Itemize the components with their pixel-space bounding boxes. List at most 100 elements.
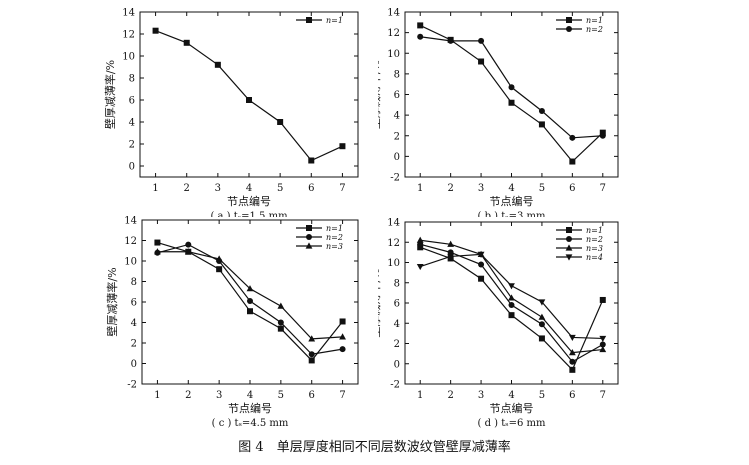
- data-point: [184, 248, 192, 255]
- y-tick-label: 4: [394, 111, 400, 122]
- data-point: [339, 333, 346, 340]
- series-group: [416, 251, 607, 343]
- y-tick-label: 10: [124, 257, 137, 268]
- data-point: [508, 294, 515, 301]
- x-tick-label: 7: [339, 390, 345, 401]
- y-tick-label: 6: [394, 299, 400, 310]
- data-point: [154, 248, 161, 255]
- x-tick-label: 4: [508, 390, 514, 401]
- y-tick-label: 8: [394, 69, 400, 80]
- panel-caption: ( a ) tₛ=1.5 mm: [210, 211, 288, 217]
- x-tick-label: 1: [417, 390, 423, 401]
- y-tick-label: 14: [387, 218, 400, 229]
- y-tick-label: 6: [394, 90, 400, 101]
- series-group: [416, 236, 607, 356]
- data-point: [417, 33, 424, 40]
- legend-label: n=2: [326, 233, 343, 242]
- x-tick-label: 5: [278, 390, 284, 401]
- data-point: [447, 253, 455, 261]
- data-point: [447, 240, 455, 247]
- data-point: [568, 334, 576, 342]
- data-point: [538, 321, 545, 328]
- legend-label: n=1: [586, 16, 603, 25]
- y-tick-label: 6: [129, 96, 135, 107]
- x-tick-label: 6: [308, 183, 314, 194]
- data-point: [508, 312, 515, 319]
- y-axis-label: 壁厚减薄率/%: [378, 60, 382, 129]
- figure-caption: 图 4 单层厚度相同不同层数波纹管壁厚减薄率: [238, 440, 511, 455]
- legend-label: n=1: [326, 224, 343, 233]
- x-tick-label: 5: [539, 183, 545, 194]
- x-tick-label: 1: [154, 390, 160, 401]
- x-tick-label: 7: [600, 390, 606, 401]
- series-line: [155, 30, 343, 162]
- y-tick-label: 4: [394, 319, 400, 330]
- data-point: [308, 157, 315, 164]
- x-tick-label: 3: [216, 390, 222, 401]
- data-point: [277, 319, 284, 326]
- x-tick-label: 7: [339, 183, 345, 194]
- series-group: [152, 27, 346, 164]
- y-axis-label: 壁厚减薄率/%: [103, 60, 117, 129]
- legend-label: n=4: [586, 253, 603, 262]
- data-point: [417, 244, 424, 251]
- data-point: [247, 308, 253, 315]
- data-point: [538, 335, 545, 342]
- x-tick-label: 5: [539, 390, 545, 401]
- data-point: [416, 236, 424, 243]
- legend-marker: [306, 234, 312, 240]
- series-line: [420, 246, 604, 371]
- data-point: [339, 346, 346, 353]
- data-point: [599, 132, 606, 139]
- data-point: [216, 266, 223, 273]
- data-point: [154, 239, 161, 246]
- data-point: [246, 97, 252, 103]
- series-group: [417, 33, 606, 141]
- y-tick-label: 8: [394, 278, 400, 289]
- y-tick-label: 2: [394, 131, 400, 142]
- y-tick-label: -2: [390, 173, 400, 184]
- y-tick-label: 0: [394, 152, 400, 163]
- data-point: [538, 313, 546, 320]
- x-tick-label: 5: [277, 183, 283, 194]
- data-point: [478, 58, 485, 65]
- x-tick-label: 6: [309, 390, 315, 401]
- panel-caption: ( d ) tₛ=6 mm: [477, 418, 546, 429]
- series-line: [419, 24, 604, 163]
- data-point: [538, 121, 545, 128]
- legend-marker: [566, 17, 572, 23]
- plot-frame: [404, 11, 619, 178]
- data-point: [569, 358, 576, 365]
- x-tick-label: 4: [247, 390, 253, 401]
- x-tick-label: 2: [184, 183, 190, 194]
- y-tick-label: 14: [122, 8, 135, 19]
- data-point: [508, 84, 515, 91]
- y-tick-label: 2: [394, 339, 400, 350]
- x-tick-label: 6: [569, 183, 575, 194]
- series-line: [157, 251, 343, 340]
- data-point: [308, 351, 315, 358]
- y-tick-label: 2: [129, 140, 135, 151]
- x-tick-label: 4: [508, 183, 514, 194]
- y-tick-label: 2: [131, 339, 137, 350]
- legend-marker: [566, 236, 572, 242]
- y-tick-label: 12: [124, 236, 137, 247]
- legend-label: n=3: [326, 242, 343, 251]
- data-point: [247, 297, 253, 304]
- series-group: [417, 22, 606, 165]
- legend-label: n=1: [326, 16, 343, 25]
- data-point: [339, 143, 346, 150]
- y-tick-label: 4: [131, 318, 137, 329]
- y-tick-label: -2: [390, 380, 400, 391]
- y-tick-label: 10: [387, 49, 400, 60]
- x-axis-label: 节点编号: [490, 401, 534, 415]
- x-axis-label: 节点编号: [227, 194, 271, 208]
- y-tick-label: 0: [394, 359, 400, 370]
- data-point: [568, 349, 576, 356]
- x-tick-label: 1: [417, 183, 423, 194]
- x-tick-label: 2: [447, 390, 453, 401]
- legend-marker: [565, 254, 573, 261]
